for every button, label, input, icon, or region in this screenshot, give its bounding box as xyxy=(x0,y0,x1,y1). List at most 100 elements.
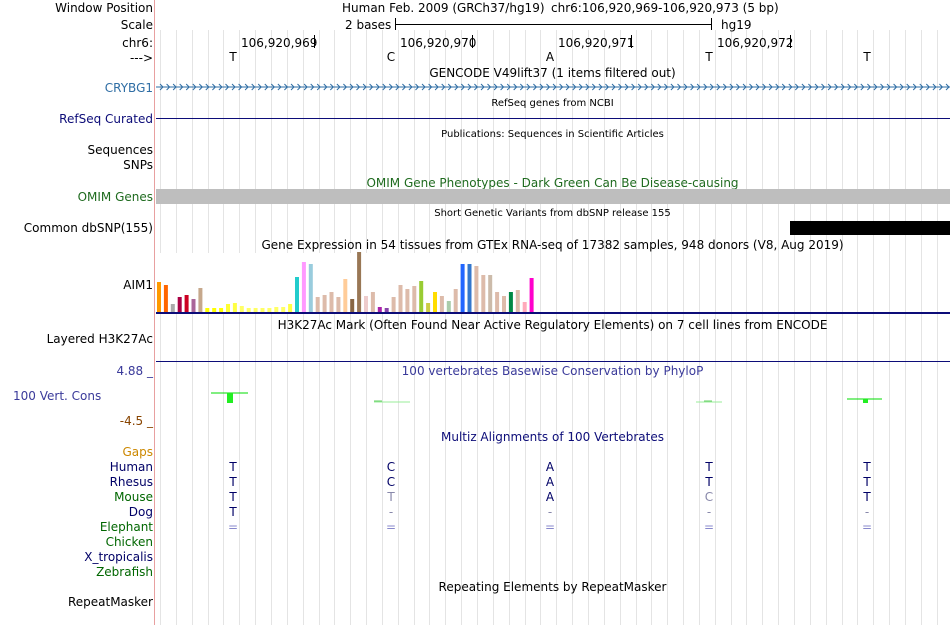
gtex-tissue-bar xyxy=(343,279,348,312)
gridline xyxy=(223,30,224,625)
species-base: T xyxy=(229,490,237,504)
species-base: C xyxy=(386,475,396,489)
gtex-tissue-bar xyxy=(274,307,279,312)
gencode-title: GENCODE V49lift37 (1 items filtered out) xyxy=(429,66,676,80)
phylop-title: 100 vertebrates Basewise Conservation by… xyxy=(401,364,704,378)
pubs-track-label-1[interactable]: Sequences xyxy=(87,143,153,157)
gridline xyxy=(192,30,193,625)
gtex-tissue-bar xyxy=(308,264,313,312)
species-label-x_tropicalis[interactable]: X_tropicalis xyxy=(84,550,153,564)
gridline xyxy=(683,30,684,625)
gridline xyxy=(604,30,605,625)
gridline xyxy=(667,30,668,625)
gtex-tissue-bar xyxy=(205,308,210,312)
species-label-rhesus[interactable]: Rhesus xyxy=(109,475,153,489)
gridline xyxy=(636,30,637,625)
species-label-dog[interactable]: Dog xyxy=(128,505,153,519)
species-base: T xyxy=(705,475,713,489)
species-base: A xyxy=(545,475,555,489)
coord-tick-1 xyxy=(314,35,315,48)
scale-bar xyxy=(395,24,711,25)
gtex-tissue-bar xyxy=(377,307,382,312)
gtex-tissue-bar xyxy=(232,303,237,312)
gridline xyxy=(873,30,874,625)
species-base: T xyxy=(863,490,871,504)
gridline xyxy=(699,30,700,625)
omim-track-label[interactable]: OMIM Genes xyxy=(77,190,153,204)
h3k27ac-track-label[interactable]: Layered H3K27Ac xyxy=(46,332,153,346)
gridline xyxy=(239,30,240,625)
omim-feature[interactable] xyxy=(156,189,950,204)
gtex-baseline xyxy=(156,312,950,314)
species-base: T xyxy=(229,460,237,474)
species-label-human[interactable]: Human xyxy=(109,460,153,474)
gridline xyxy=(445,30,446,625)
species-base: A xyxy=(545,460,555,474)
gridline xyxy=(287,30,288,625)
gtex-tissue-bar xyxy=(370,292,375,312)
refseq-track-label[interactable]: RefSeq Curated xyxy=(59,112,153,126)
gtex-tissue-bar xyxy=(481,275,486,312)
species-label-zebrafish[interactable]: Zebrafish xyxy=(96,565,153,579)
gtex-tissue-bar xyxy=(515,290,520,312)
gtex-tissue-bar xyxy=(508,292,513,312)
gridline xyxy=(477,30,478,625)
gencode-gene-feature[interactable] xyxy=(156,80,950,94)
gtex-tissue-bar xyxy=(364,296,368,312)
gridline xyxy=(509,30,510,625)
gtex-tissue-bar xyxy=(267,308,272,312)
coord-2: 106,920,970 xyxy=(400,36,477,50)
species-base: - xyxy=(706,505,712,519)
gridline xyxy=(429,30,430,625)
phylop-max: 4.88 _ xyxy=(116,364,153,378)
species-base: T xyxy=(229,475,237,489)
species-label-elephant[interactable]: Elephant xyxy=(99,520,153,534)
gtex-tissue-bar xyxy=(295,277,299,312)
gtex-tissue-bar xyxy=(253,308,258,312)
gtex-tissue-bar xyxy=(350,299,355,312)
scale-text: 2 bases xyxy=(345,18,392,32)
reference-base: T xyxy=(229,50,237,64)
gridline xyxy=(160,30,161,625)
dbsnp-track-label[interactable]: Common dbSNP(155) xyxy=(23,221,153,235)
species-base: T xyxy=(229,505,237,519)
dbsnp-feature[interactable] xyxy=(790,221,950,235)
gtex-tissue-bar xyxy=(246,308,251,312)
gencode-track-label[interactable]: CRYBG1 xyxy=(104,81,153,95)
gridline xyxy=(937,30,938,625)
repeatmasker-track-label[interactable]: RepeatMasker xyxy=(67,595,153,609)
gridline xyxy=(525,30,526,625)
chrom-label: chr6: xyxy=(122,36,153,50)
gtex-tissue-bar xyxy=(398,285,403,312)
gtex-track-label[interactable]: AIM1 xyxy=(123,278,153,292)
pubs-track-label-2[interactable]: SNPs xyxy=(123,158,153,172)
phylop-plot[interactable] xyxy=(156,385,950,415)
phylop-track-label[interactable]: 100 Vert. Cons xyxy=(13,389,102,403)
multiz-title: Multiz Alignments of 100 Vertebrates xyxy=(440,430,665,444)
species-base: T xyxy=(705,460,713,474)
h3k27ac-title: H3K27Ac Mark (Often Found Near Active Re… xyxy=(277,318,828,332)
gtex-tissue-bar xyxy=(336,297,341,312)
species-label-mouse[interactable]: Mouse xyxy=(114,490,153,504)
species-base: = xyxy=(385,520,397,534)
gridline xyxy=(746,30,747,625)
reference-base: A xyxy=(545,50,555,64)
gridline xyxy=(303,30,304,625)
gridline xyxy=(493,30,494,625)
phylop-min: -4.5 _ xyxy=(119,414,153,428)
gridline xyxy=(176,30,177,625)
species-base: = xyxy=(861,520,873,534)
gtex-bar-chart[interactable] xyxy=(156,252,536,314)
species-base: T xyxy=(863,460,871,474)
species-label-chicken[interactable]: Chicken xyxy=(105,535,153,549)
gridline xyxy=(857,30,858,625)
assembly-label: Human Feb. 2009 (GRCh37/hg19) xyxy=(342,1,545,15)
gtex-tissue-bar xyxy=(219,308,224,312)
gtex-tissue-bar xyxy=(184,295,189,312)
gtex-tissue-bar xyxy=(391,297,396,312)
gridline xyxy=(842,30,843,625)
coord-1: 106,920,969 xyxy=(241,36,318,50)
h3k27ac-baseline xyxy=(156,361,950,362)
gridline xyxy=(334,30,335,625)
refseq-gene-feature[interactable] xyxy=(156,118,950,119)
